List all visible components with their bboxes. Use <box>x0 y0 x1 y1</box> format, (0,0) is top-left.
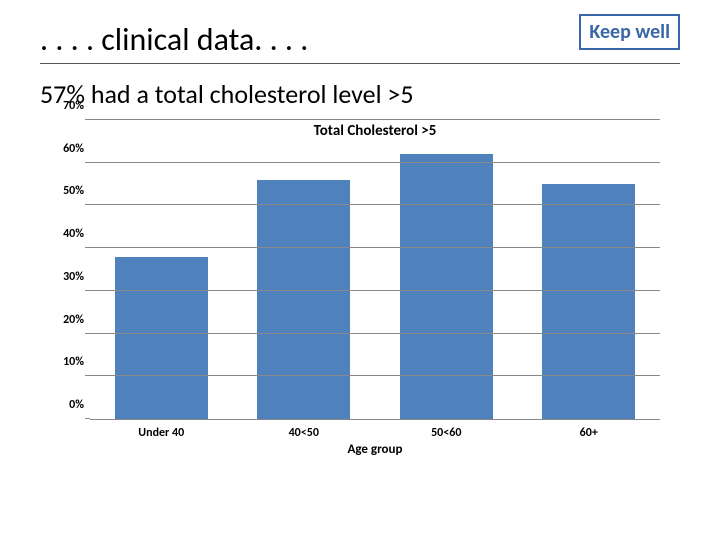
bar-slot <box>375 120 518 419</box>
grid-line <box>90 162 660 163</box>
x-axis-title: Age group <box>90 442 660 457</box>
grid-line <box>90 204 660 205</box>
bar-slot <box>233 120 376 419</box>
grid-line <box>90 290 660 291</box>
y-axis-label: 10% <box>48 355 84 369</box>
x-axis-category-label: 40<50 <box>233 426 376 440</box>
bar <box>400 154 493 419</box>
y-axis-label: 30% <box>48 270 84 284</box>
grid-line <box>90 375 660 376</box>
cholesterol-chart: Total Cholesterol >5 0%10%20%30%40%50%60… <box>90 120 660 457</box>
subtitle: 57% had a total cholesterol level >5 <box>40 78 680 110</box>
x-axis-category-label: 60+ <box>518 426 661 440</box>
keep-well-logo: Keep well <box>579 14 680 50</box>
x-axis-labels: Under 4040<5050<6060+ <box>90 426 660 440</box>
y-axis-label: 0% <box>48 398 84 412</box>
grid-line <box>90 247 660 248</box>
y-tick <box>85 375 90 376</box>
chart-plot-area: Total Cholesterol >5 0%10%20%30%40%50%60… <box>90 120 660 420</box>
x-axis-category-label: 50<60 <box>375 426 518 440</box>
y-axis-label: 20% <box>48 313 84 327</box>
y-tick <box>85 247 90 248</box>
x-axis-category-label: Under 40 <box>90 426 233 440</box>
page-title: . . . . clinical data. . . . <box>40 20 308 63</box>
y-tick <box>85 119 90 120</box>
y-axis-label: 50% <box>48 184 84 198</box>
bar <box>257 180 350 419</box>
y-axis-label: 40% <box>48 227 84 241</box>
y-tick <box>85 290 90 291</box>
bar <box>115 257 208 419</box>
y-tick <box>85 333 90 334</box>
title-underline <box>40 63 680 64</box>
bar <box>542 184 635 419</box>
chart-bars <box>90 120 660 419</box>
y-axis-label: 60% <box>48 142 84 156</box>
y-axis-label: 70% <box>48 99 84 113</box>
bar-slot <box>518 120 661 419</box>
y-tick <box>85 162 90 163</box>
y-tick <box>85 418 90 419</box>
grid-line <box>90 333 660 334</box>
y-tick <box>85 204 90 205</box>
bar-slot <box>90 120 233 419</box>
grid-line <box>90 119 660 120</box>
